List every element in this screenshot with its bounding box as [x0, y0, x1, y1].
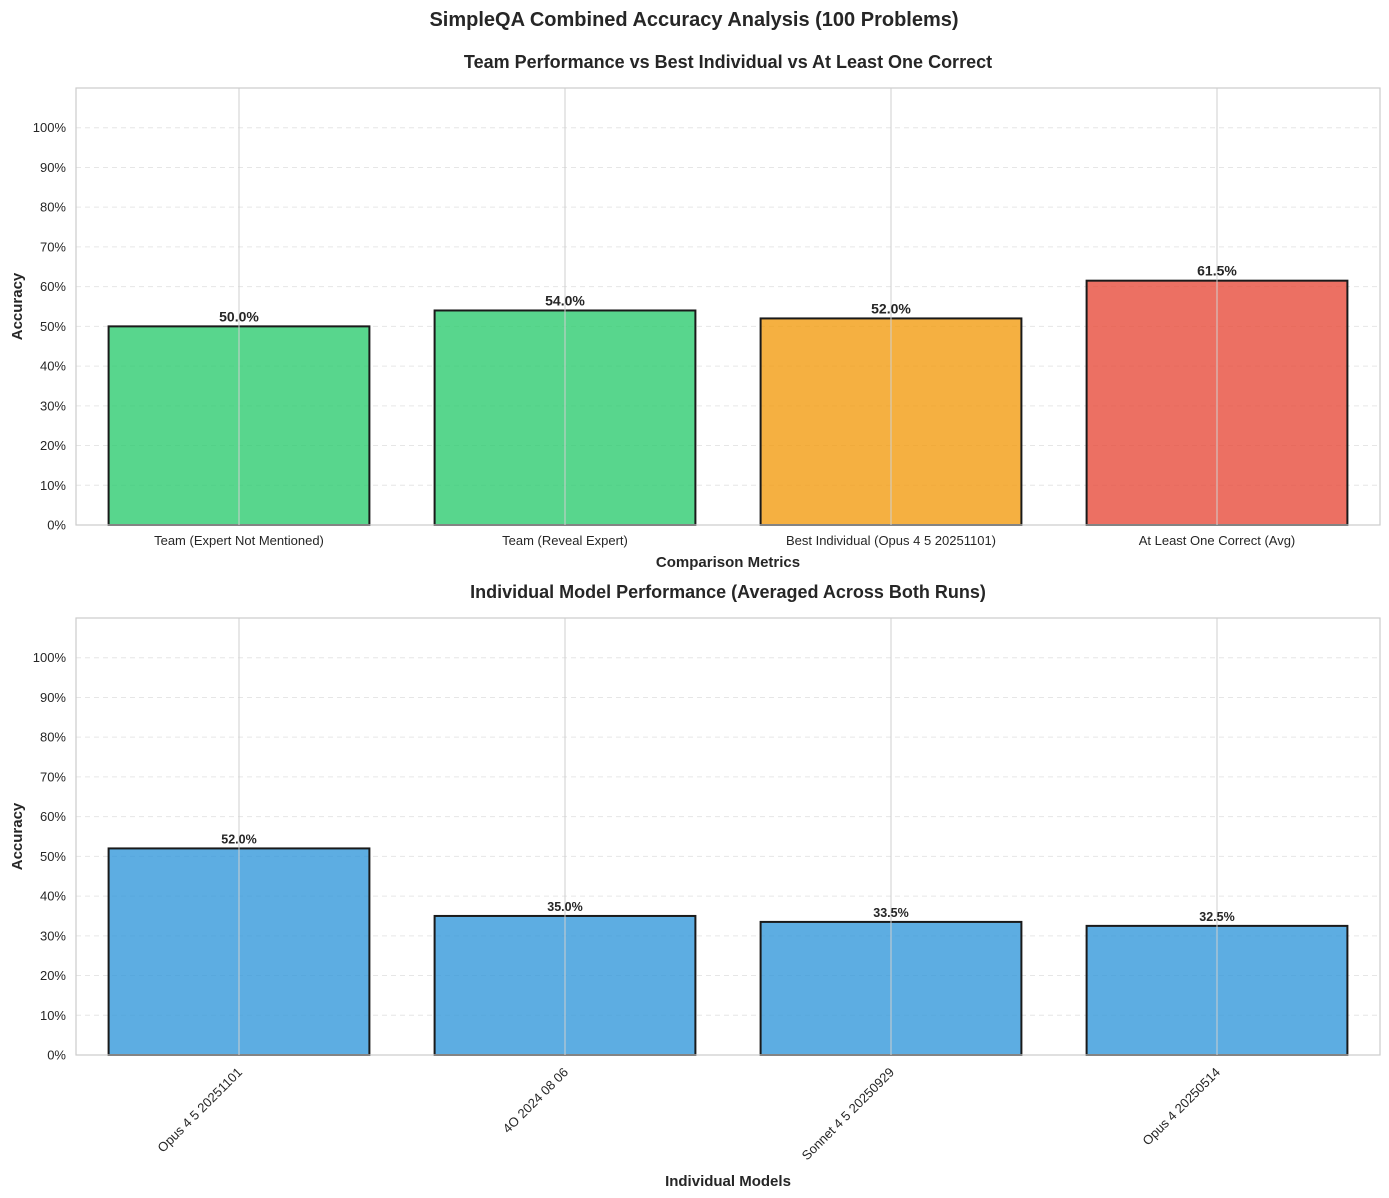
- x-tick-label: At Least One Correct (Avg): [1139, 533, 1296, 548]
- data-label: 52.0%: [221, 832, 256, 846]
- x-axis-label: Comparison Metrics: [656, 554, 800, 571]
- chart-team-performance: Team Performance vs Best Individual vs A…: [9, 52, 1381, 571]
- x-tick-label: Opus 4 5 20251101: [154, 1065, 245, 1156]
- data-label: 61.5%: [1197, 263, 1237, 279]
- x-axis-label: Individual Models: [665, 1173, 791, 1190]
- x-tick-label: Team (Reveal Expert): [502, 533, 628, 548]
- y-tick-label: 10%: [40, 1008, 66, 1023]
- y-tick-label: 100%: [33, 120, 67, 135]
- y-tick-label: 20%: [40, 968, 66, 983]
- y-axis-label: Accuracy: [9, 272, 26, 340]
- figure-suptitle: SimpleQA Combined Accuracy Analysis (100…: [429, 9, 958, 31]
- axes-frame: [75, 617, 1381, 1056]
- y-axis-label: Accuracy: [9, 802, 26, 870]
- x-tick-label: Team (Expert Not Mentioned): [154, 533, 324, 548]
- x-tick-label: Sonnet 4 5 20250929: [799, 1065, 898, 1164]
- y-tick-label: 0%: [47, 1048, 66, 1063]
- y-tick-label: 20%: [40, 438, 66, 453]
- y-tick-label: 100%: [33, 650, 67, 665]
- y-tick-label: 90%: [40, 160, 66, 175]
- data-label: 33.5%: [873, 906, 908, 920]
- y-tick-label: 40%: [40, 889, 66, 904]
- y-tick-label: 60%: [40, 279, 66, 294]
- y-tick-label: 50%: [40, 849, 66, 864]
- y-tick-label: 50%: [40, 319, 66, 334]
- y-tick-label: 10%: [40, 478, 66, 493]
- data-label: 35.0%: [547, 900, 582, 914]
- data-label: 32.5%: [1199, 910, 1234, 924]
- data-label: 54.0%: [545, 292, 585, 308]
- y-tick-label: 80%: [40, 730, 66, 745]
- chart-individual-models: Individual Model Performance (Averaged A…: [9, 582, 1381, 1190]
- chart-title: Individual Model Performance (Averaged A…: [470, 582, 986, 602]
- y-tick-label: 80%: [40, 200, 66, 215]
- y-tick-label: 30%: [40, 398, 66, 413]
- y-tick-label: 90%: [40, 690, 66, 705]
- y-tick-label: 0%: [47, 518, 66, 533]
- x-tick-label: Opus 4 20250514: [1139, 1065, 1223, 1149]
- y-tick-label: 70%: [40, 239, 66, 254]
- y-tick-label: 70%: [40, 769, 66, 784]
- y-tick-label: 40%: [40, 359, 66, 374]
- y-tick-label: 30%: [40, 928, 66, 943]
- data-label: 50.0%: [219, 308, 259, 324]
- axes-frame: [75, 87, 1381, 526]
- chart-title: Team Performance vs Best Individual vs A…: [464, 52, 992, 72]
- data-label: 52.0%: [871, 300, 911, 316]
- x-tick-label: Best Individual (Opus 4 5 20251101): [786, 533, 996, 548]
- x-tick-label: 4O 2024 08 06: [500, 1065, 571, 1136]
- y-tick-label: 60%: [40, 809, 66, 824]
